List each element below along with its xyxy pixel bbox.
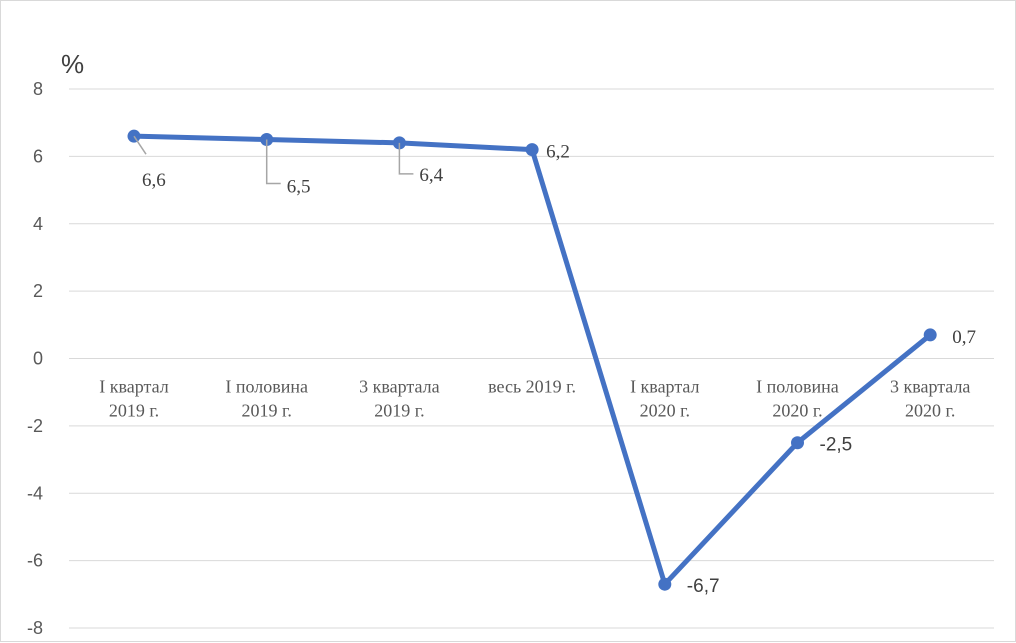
data-point [658, 577, 672, 591]
data-point [525, 143, 539, 157]
y-tick-label: -6 [27, 551, 43, 571]
y-axis-unit-label: % [61, 49, 84, 79]
data-point [923, 328, 937, 342]
x-tick-label: I половина 2019 г. [225, 377, 308, 421]
y-tick-label: 8 [33, 79, 43, 99]
y-tick-label: -4 [27, 483, 43, 503]
data-label: 6,4 [419, 165, 443, 186]
x-tick-label: I квартал 2020 г. [630, 377, 699, 421]
data-label-leader [265, 139, 281, 185]
data-label-leader [133, 135, 147, 155]
series-line [131, 133, 933, 587]
data-label: -2,5 [820, 435, 853, 456]
y-tick-label: 2 [33, 281, 43, 301]
data-label-leader [398, 142, 414, 175]
y-tick-label: 0 [33, 349, 43, 369]
x-tick-label: I половина 2020 г. [756, 377, 839, 421]
data-point [791, 436, 804, 450]
y-tick-label: -2 [27, 416, 43, 436]
series [127, 129, 937, 591]
y-tick-label: -8 [27, 618, 43, 638]
y-axis: % 8 6 4 2 0 -2 -4 -6 -8 [27, 49, 84, 638]
x-axis: I квартал 2019 г. I половина 2019 г. 3 кварт… [99, 377, 970, 421]
data-label: 6,2 [546, 142, 570, 163]
data-label: 6,6 [142, 170, 166, 191]
x-tick-label: 3 квартала 2019 г. [359, 377, 439, 421]
y-tick-label: 6 [33, 146, 43, 166]
gridlines [69, 88, 994, 629]
data-label: 6,5 [287, 177, 311, 198]
data-labels: 6,6 6,5 6,4 6,2 -6,7 -2,5 0,7 [133, 135, 976, 597]
x-tick-label: 3 квартала 2020 г. [890, 377, 970, 421]
x-tick-label: I квартал 2019 г. [99, 377, 168, 421]
y-tick-label: 4 [33, 214, 43, 234]
data-label: -6,7 [687, 576, 720, 597]
data-label: 0,7 [952, 327, 976, 348]
x-tick-label: весь 2019 г. [488, 377, 576, 397]
